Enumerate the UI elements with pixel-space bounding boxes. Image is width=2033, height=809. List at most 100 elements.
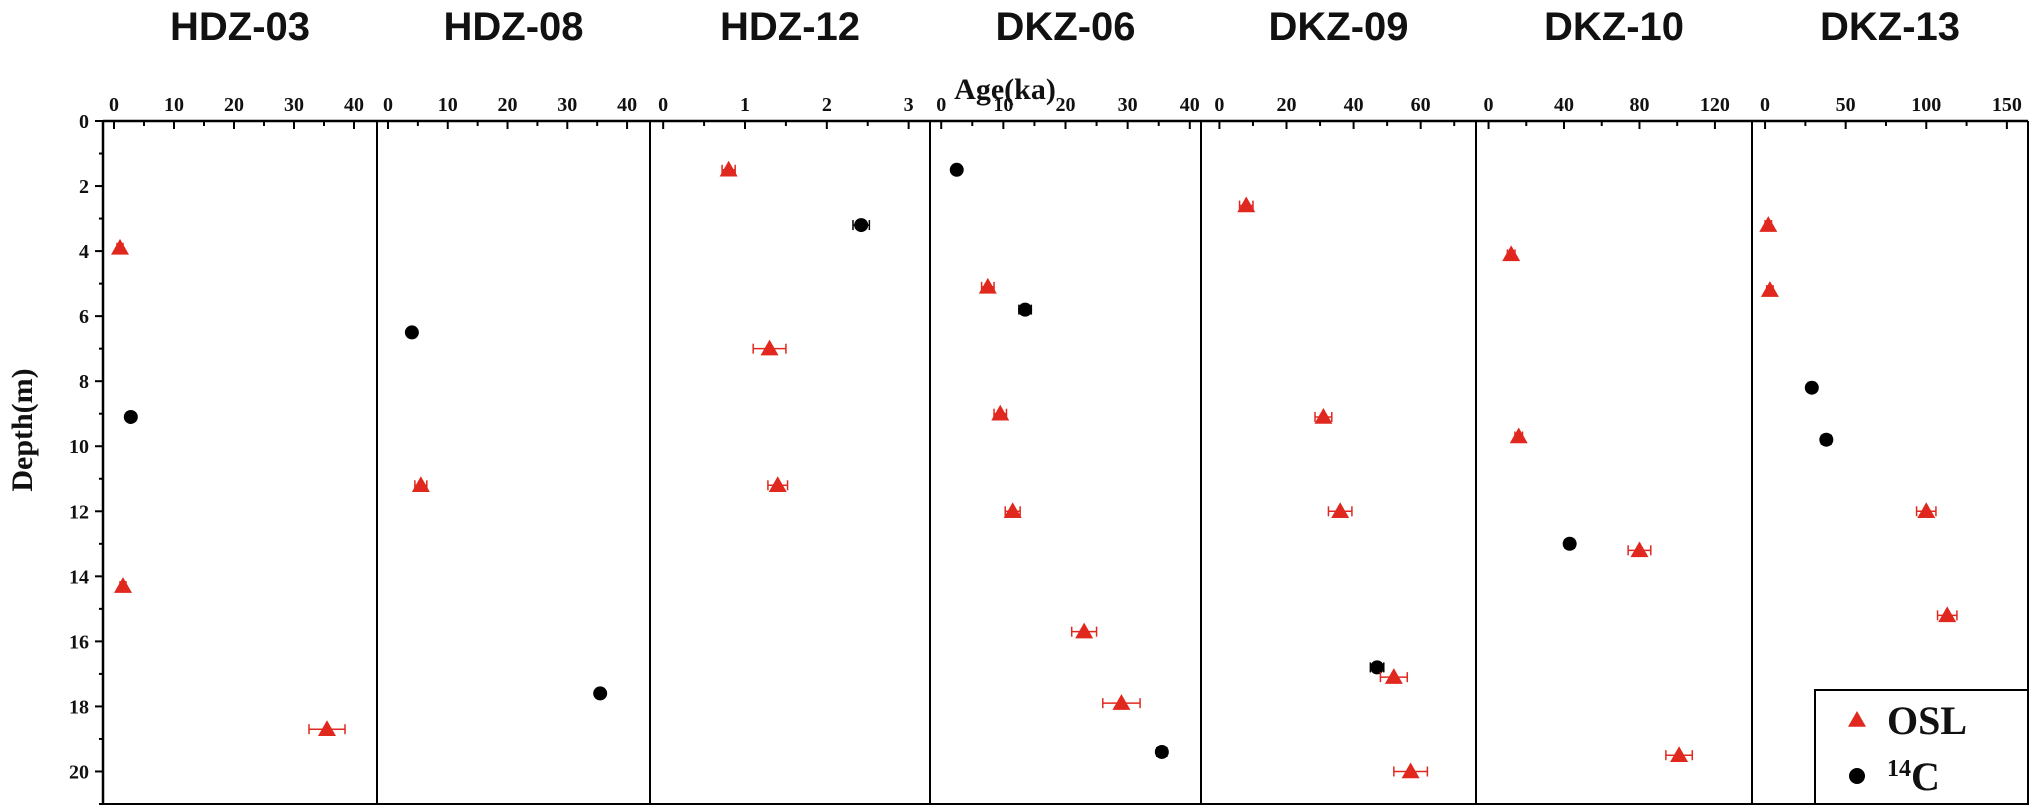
osl-point [978,277,997,294]
osl-point [1070,622,1098,639]
x-tick-label: 2 [822,94,832,116]
osl-point [308,720,346,736]
c14-point [1804,380,1819,395]
y-tick-label: 0 [79,111,89,133]
c14-marker [1154,744,1169,759]
panel-dkz-10: 0 40 80 120 [1484,94,1753,804]
c14-marker [1804,380,1819,395]
osl-point [1915,502,1937,519]
c14-marker [1562,536,1577,551]
osl-marker [111,238,129,255]
x-tick-label: 40 [617,94,637,116]
osl-marker [1917,502,1936,519]
osl-point [767,476,789,493]
x-tick-label: 30 [1118,94,1138,116]
c14-point [852,218,871,233]
y-tick-label: 6 [79,306,89,328]
x-tick-label: 3 [904,94,914,116]
osl-marker [1502,245,1521,262]
legend-c14-marker [1849,768,1865,784]
x-tick-label: 0 [658,94,668,116]
x-tick-label: 120 [1700,94,1730,116]
c14-point [404,325,419,340]
x-tick-label: 0 [1760,94,1770,116]
c14-marker [404,325,419,340]
x-tick-label: 20 [1056,94,1076,116]
c14-point [123,409,138,424]
osl-point [1314,407,1333,424]
osl-point [1509,427,1528,444]
legend-entry-14c: 14C [1849,754,1940,799]
legend-entry-osl: OSL [1848,698,1967,743]
c14-marker [1370,660,1385,675]
y-tick-label: 20 [69,761,89,783]
osl-marker [1630,541,1649,558]
y-tick-label: 12 [69,501,89,523]
x-tick-label: 0 [1484,94,1494,116]
osl-marker [1509,427,1528,444]
y-tick-label: 8 [79,371,89,393]
x-tick-label: 0 [1214,94,1224,116]
osl-point [1393,762,1429,779]
osl-point [1102,694,1141,710]
x-tick-label: 0 [383,94,393,116]
x-tick-label: 10 [164,94,184,116]
panel-titles: HDZ-03 HDZ-08 HDZ-12 DKZ-06 DKZ-09 DKZ-10 DKZ-… [170,5,1960,49]
panel-hdz-12: 0 1 2 3 [658,94,931,804]
x-tick-label: 10 [993,94,1013,116]
c14-marker [1018,302,1033,317]
x-axis-title: Age(ka) [954,73,1056,106]
osl-point [991,404,1010,421]
osl-marker [760,339,779,356]
legend-superscript: 14 [1887,756,1911,782]
x-tick-label: 1 [740,94,750,116]
osl-marker [1112,694,1131,710]
panel-dkz-13: 0 50 100 150 [1759,94,2022,623]
c14-point [1018,302,1033,317]
osl-marker [1237,196,1256,213]
osl-point [1936,606,1958,623]
x-tick-label: 30 [284,94,304,116]
c14-marker [1819,432,1834,447]
c14-marker [593,686,608,701]
osl-point [1627,541,1652,558]
osl-marker [1314,407,1333,424]
panel-title: DKZ-09 [1268,5,1408,49]
osl-marker [768,476,787,493]
osl-point [111,238,129,255]
legend-label: OSL [1887,698,1967,743]
osl-point [1237,196,1256,213]
c14-point [949,162,964,177]
c14-marker [123,409,138,424]
osl-point [719,160,738,177]
panel-dkz-09: 0 20 40 60 [1214,94,1477,804]
osl-point [411,476,430,493]
x-tick-label: 40 [1554,94,1574,116]
legend-box [1814,689,2029,805]
osl-marker [1759,216,1778,232]
x-tick-label: 10 [438,94,458,116]
x-tick-label: 50 [1836,94,1856,116]
osl-marker [1760,281,1779,297]
x-tick-label: 20 [224,94,244,116]
panel-dkz-06: 0 10 20 30 40 [936,94,1202,804]
panel-title: DKZ-06 [995,5,1135,49]
osl-marker [114,577,132,593]
y-tick-label: 18 [69,696,89,718]
osl-marker [719,160,738,177]
x-tick-label: 40 [1180,94,1200,116]
x-tick-label: 150 [1992,94,2022,116]
c14-point [593,686,608,701]
osl-marker [1003,502,1022,519]
panel-title: HDZ-12 [720,5,860,49]
osl-marker [978,277,997,294]
osl-marker [411,476,430,493]
osl-marker [1938,606,1957,623]
osl-point [1759,216,1778,232]
panel-title: HDZ-03 [170,5,310,49]
x-tick-label: 80 [1629,94,1649,116]
osl-marker [1670,746,1689,762]
osl-point [752,339,787,356]
legend-label: 14C [1887,754,1940,799]
